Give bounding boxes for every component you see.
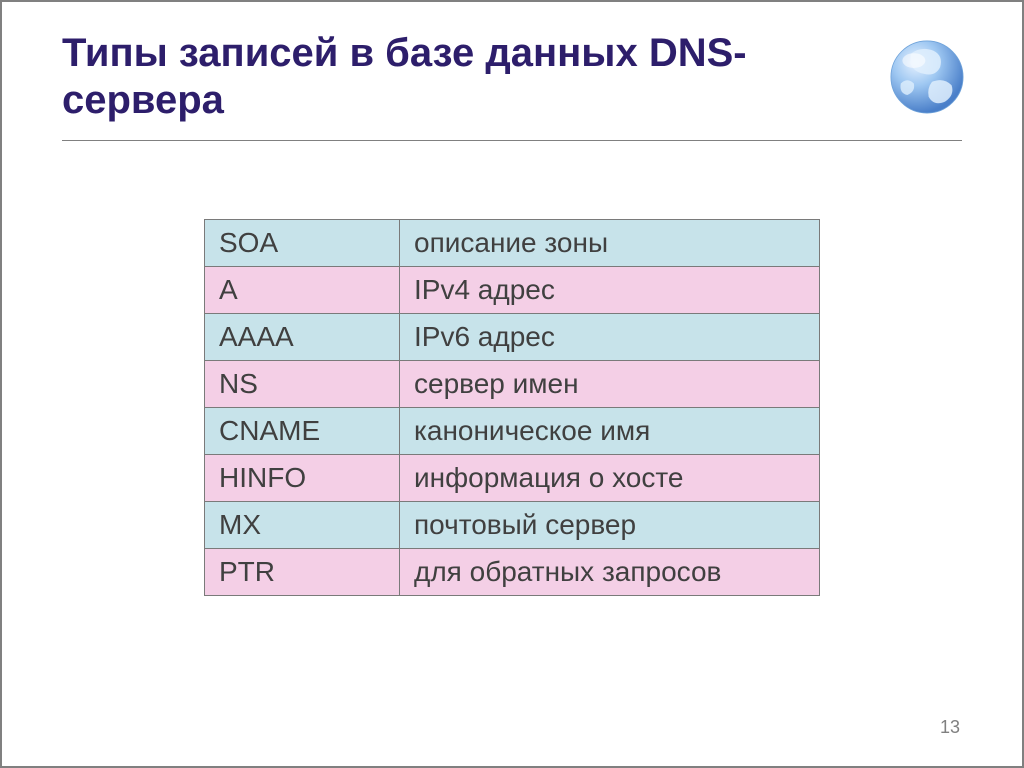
slide-header: Типы записей в базе данных DNS-сервера <box>2 2 1022 167</box>
dns-record-table: SOA описание зоны A IPv4 адрес AAAA IPv6… <box>204 219 820 596</box>
globe-icon <box>886 36 968 118</box>
cell-type: SOA <box>205 220 400 267</box>
dns-table-container: SOA описание зоны A IPv4 адрес AAAA IPv6… <box>204 219 820 596</box>
slide-title: Типы записей в базе данных DNS-сервера <box>62 30 822 124</box>
cell-desc: почтовый сервер <box>400 502 820 549</box>
table-row: AAAA IPv6 адрес <box>205 314 820 361</box>
slide: Типы записей в базе данных DNS-сервера <box>0 0 1024 768</box>
table-row: PTR для обратных запросов <box>205 549 820 596</box>
cell-type: A <box>205 267 400 314</box>
table-row: MX почтовый сервер <box>205 502 820 549</box>
cell-desc: информация о хосте <box>400 455 820 502</box>
cell-type: NS <box>205 361 400 408</box>
cell-desc: каноническое имя <box>400 408 820 455</box>
cell-type: MX <box>205 502 400 549</box>
cell-desc: IPv4 адрес <box>400 267 820 314</box>
title-underline <box>62 140 962 141</box>
table-row: CNAME каноническое имя <box>205 408 820 455</box>
cell-type: AAAA <box>205 314 400 361</box>
cell-desc: IPv6 адрес <box>400 314 820 361</box>
table-row: A IPv4 адрес <box>205 267 820 314</box>
table-row: HINFO информация о хосте <box>205 455 820 502</box>
table-row: NS сервер имен <box>205 361 820 408</box>
cell-desc: описание зоны <box>400 220 820 267</box>
table-row: SOA описание зоны <box>205 220 820 267</box>
cell-type: HINFO <box>205 455 400 502</box>
cell-type: PTR <box>205 549 400 596</box>
cell-type: CNAME <box>205 408 400 455</box>
cell-desc: для обратных запросов <box>400 549 820 596</box>
cell-desc: сервер имен <box>400 361 820 408</box>
page-number: 13 <box>940 717 960 738</box>
